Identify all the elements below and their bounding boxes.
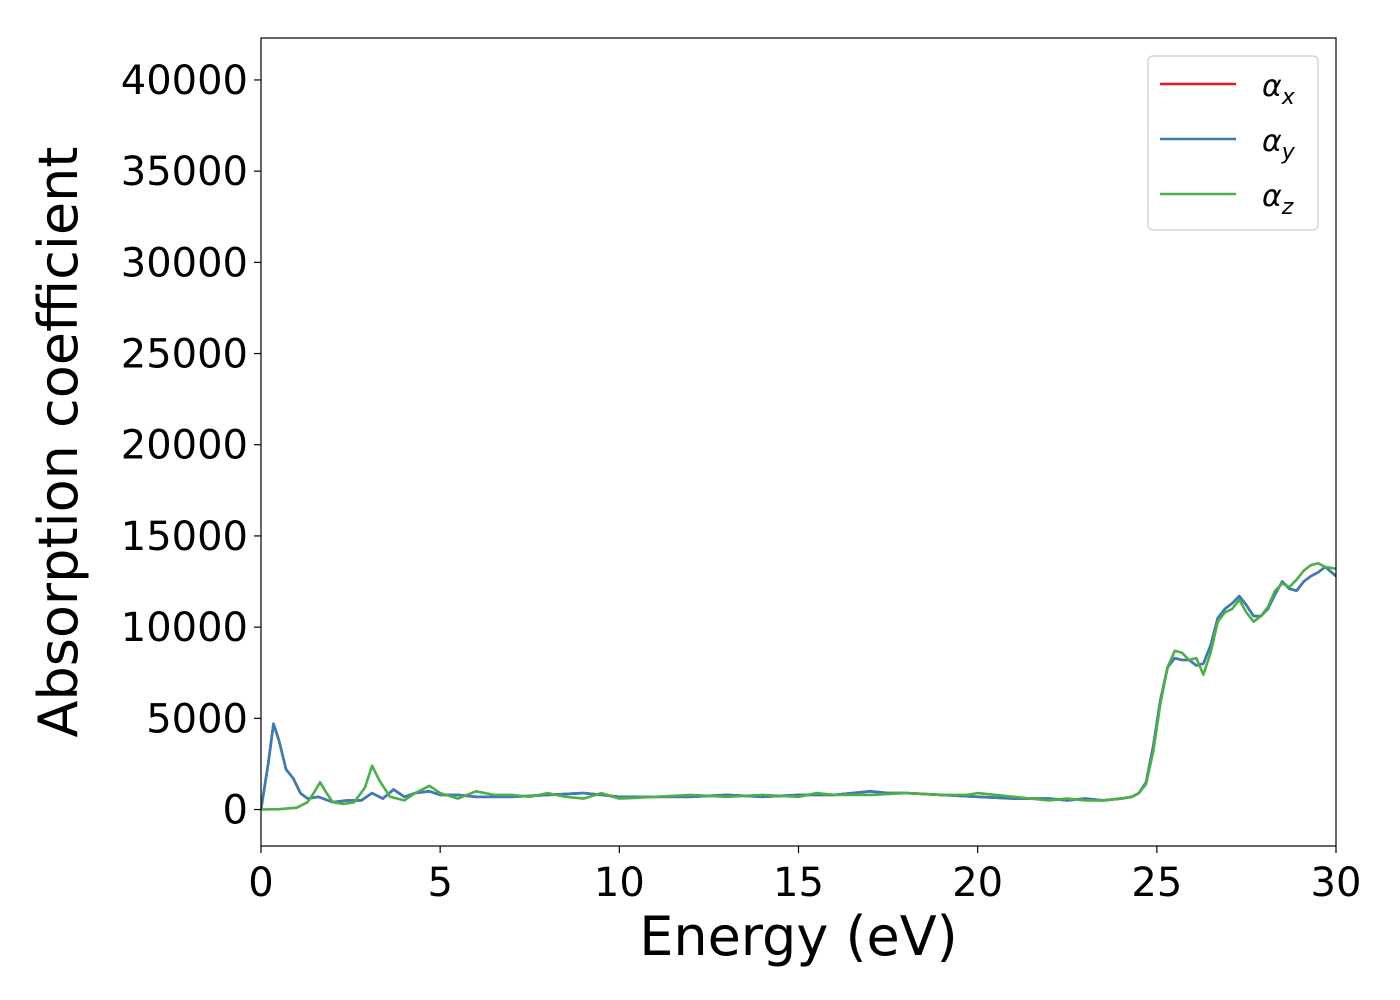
x-tick-label: 0 — [248, 860, 273, 906]
y-axis-title: Absorption coefficient — [27, 147, 90, 738]
x-tick-label: 20 — [952, 860, 1003, 906]
y-tick-label: 10000 — [121, 605, 248, 651]
y-tick-label: 20000 — [121, 423, 248, 469]
series-line-y — [261, 565, 1336, 810]
x-tick-label: 5 — [427, 860, 452, 906]
legend-label-z: αz — [1262, 179, 1294, 220]
legend-label-subscript: z — [1281, 195, 1294, 220]
legend-label-subscript: x — [1281, 85, 1296, 110]
x-axis-title: Energy (eV) — [639, 905, 958, 968]
legend-label-base: α — [1262, 179, 1282, 214]
legend-label-subscript: y — [1281, 140, 1296, 165]
x-tick-label: 10 — [594, 860, 645, 906]
y-tick-label: 25000 — [121, 332, 248, 378]
y-tick-label: 40000 — [121, 58, 248, 104]
x-tick-label: 30 — [1311, 860, 1362, 906]
series-line-z — [261, 562, 1336, 811]
y-tick-label: 0 — [223, 788, 248, 834]
y-tick-label: 5000 — [146, 696, 248, 742]
legend-label-y: αy — [1262, 124, 1296, 165]
series-line-x — [261, 565, 1336, 810]
x-tick-label: 25 — [1131, 860, 1182, 906]
legend-label-base: α — [1262, 124, 1282, 159]
plot-lines — [261, 562, 1336, 811]
y-tick-label: 15000 — [121, 514, 248, 560]
legend-label-x: αx — [1262, 69, 1296, 110]
legend-box — [1147, 55, 1319, 231]
y-tick-label: 30000 — [121, 240, 248, 286]
legend-label-base: α — [1262, 69, 1282, 104]
x-tick-label: 15 — [773, 860, 824, 906]
y-axis: 0 5000 10000 15000 20000 25000 30000 35000 40000 — [121, 58, 261, 834]
y-tick-label: 35000 — [121, 149, 248, 195]
x-axis: 0 5 10 15 20 25 30 — [248, 846, 1361, 906]
